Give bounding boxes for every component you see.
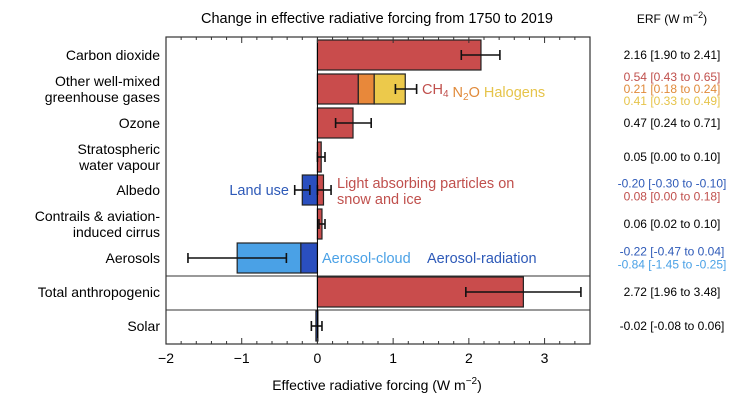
x-tick-label: 2: [465, 350, 473, 366]
row-label: Other well-mixed: [55, 73, 160, 89]
aerosol-cloud-annotation: Aerosol-cloud: [322, 251, 411, 267]
erf-value: 0.08 [0.00 to 0.18]: [624, 190, 721, 204]
erf-value: 0.54 [0.43 to 0.65]: [624, 70, 721, 84]
row-label: induced cirrus: [73, 224, 160, 240]
lap-annotation: Light absorbing particles on: [337, 176, 514, 192]
row-label: Carbon dioxide: [66, 47, 160, 63]
row-label: Albedo: [116, 182, 160, 198]
x-tick-label: 3: [541, 350, 549, 366]
row-label: Total anthropogenic: [38, 284, 160, 300]
bar-segment: [300, 242, 319, 274]
gas-annotation: CH4 N2O Halogens: [422, 82, 545, 103]
axes: −2 −1 0 1 2 3: [158, 36, 591, 366]
row-label: greenhouse gases: [45, 89, 160, 105]
erf-value: 0.21 [0.18 to 0.24]: [624, 82, 721, 96]
row-label: water vapour: [78, 157, 160, 173]
row-labels: Carbon dioxide Other well-mixedgreenhouse…: [35, 47, 161, 334]
erf-value: -0.20 [-0.30 to -0.10]: [618, 177, 727, 191]
bar-segment: [357, 73, 375, 105]
x-axis-label: Effective radiative forcing (W m−2): [272, 376, 482, 393]
lap-annotation: snow and ice: [337, 192, 422, 208]
erf-value: 0.41 [0.33 to 0.49]: [624, 94, 721, 108]
annotations: CH4 N2O Halogens Land use Light absorbing …: [229, 82, 545, 267]
erf-value: 0.05 [0.00 to 0.10]: [624, 150, 721, 164]
erf-value: -0.02 [-0.08 to 0.06]: [620, 319, 725, 333]
row-label: Stratospheric: [78, 141, 160, 157]
erf-value: 2.72 [1.96 to 3.48]: [624, 285, 721, 299]
bar-segment: [316, 73, 359, 105]
x-tick-label: −2: [158, 350, 174, 366]
erf-value: 2.16 [1.90 to 2.41]: [624, 48, 721, 62]
row-label: Solar: [127, 318, 160, 334]
row-label: Contrails & aviation-: [35, 208, 161, 224]
x-tick-label: −1: [234, 350, 250, 366]
bar-segment: [316, 39, 482, 71]
x-tick-label: 1: [389, 350, 397, 366]
erf-header: ERF (W m−2): [637, 10, 707, 26]
erf-values: 2.16 [1.90 to 2.41]0.54 [0.43 to 0.65]0.…: [618, 48, 727, 333]
erf-value: -0.84 [-1.45 to -0.25]: [618, 258, 727, 272]
row-label: Ozone: [119, 115, 160, 131]
row-label: Aerosols: [106, 250, 160, 266]
erf-value: 0.06 [0.02 to 0.10]: [624, 217, 721, 231]
x-tick-label: 0: [314, 350, 322, 366]
erf-value: 0.47 [0.24 to 0.71]: [624, 116, 721, 130]
erf-value: -0.22 [-0.47 to 0.04]: [620, 245, 725, 259]
land-use-annotation: Land use: [229, 183, 289, 199]
erf-header-text: ERF (W m−2): [637, 10, 707, 26]
aerosol-radiation-annotation: Aerosol-radiation: [427, 251, 537, 267]
chart-title: Change in effective radiative forcing fr…: [201, 11, 553, 27]
error-bars-layer: [187, 50, 582, 331]
